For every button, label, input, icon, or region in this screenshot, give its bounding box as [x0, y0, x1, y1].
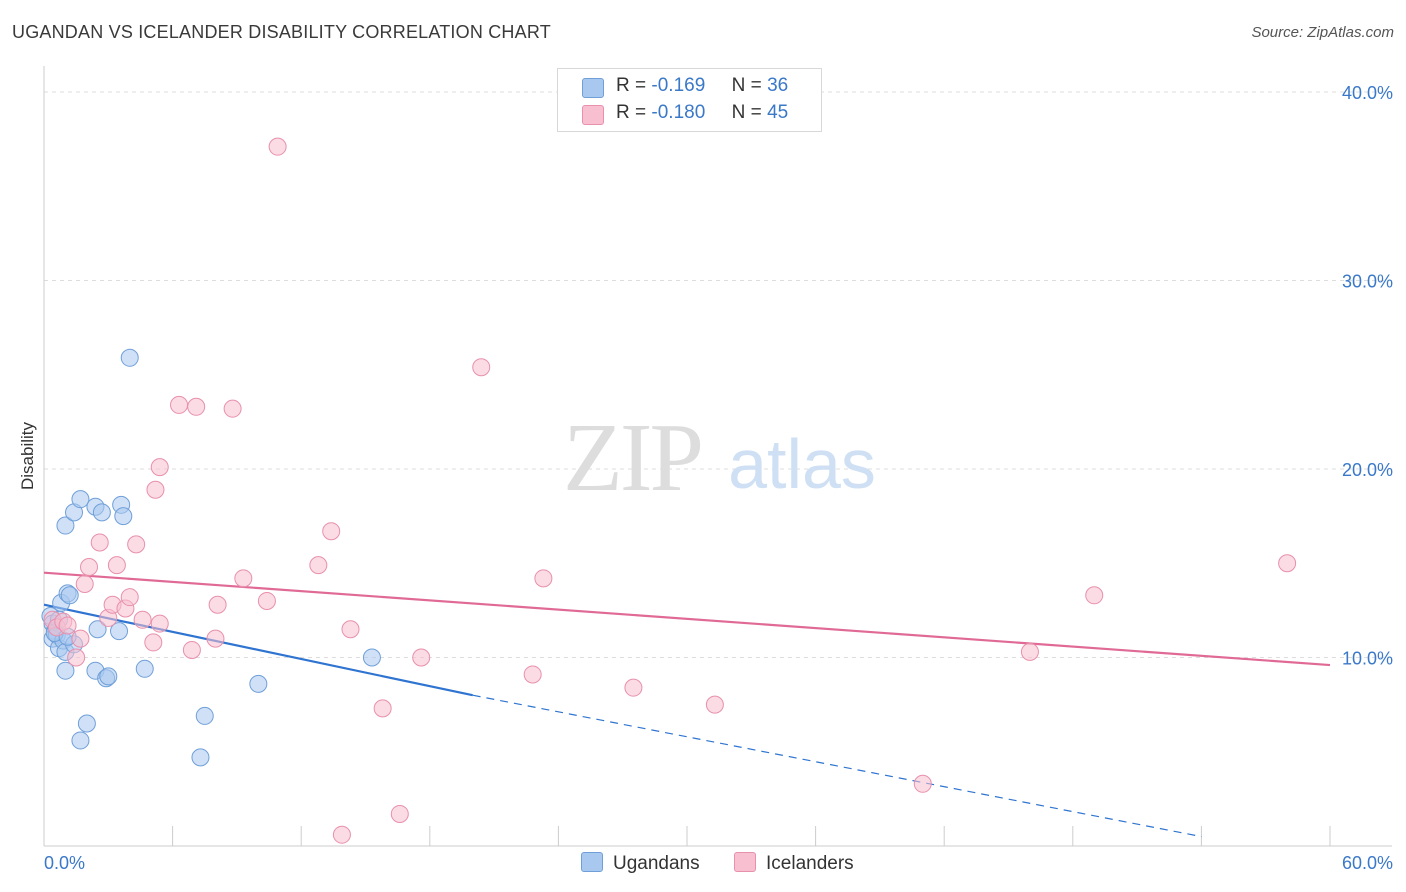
icelanders-point [133, 610, 152, 629]
icelanders-point [523, 665, 542, 684]
icelanders-point [58, 616, 77, 635]
icelanders-point [309, 556, 328, 575]
bottom-legend-icelanders: Icelanders [734, 852, 854, 875]
ugandans-point [56, 516, 75, 535]
x-tick-label-max: 60.0% [1342, 853, 1393, 873]
icelanders-point [90, 533, 109, 552]
icelanders-point [144, 633, 163, 652]
ugandans-swatch [582, 78, 604, 98]
icelanders-point [187, 397, 206, 416]
ugandans-point [120, 348, 139, 367]
ugandans-point [92, 503, 111, 522]
icelanders-legend-swatch [734, 852, 756, 872]
icelanders-point [80, 558, 99, 577]
icelanders-point [182, 640, 201, 659]
ugandans-point [195, 706, 214, 725]
chart-title: UGANDAN VS ICELANDER DISABILITY CORRELAT… [12, 22, 551, 42]
legend-icelanders-n-label: N = [731, 102, 762, 123]
icelanders-point [268, 137, 287, 156]
y-tick-label: 40.0% [1342, 83, 1393, 103]
icelanders-point [150, 458, 169, 477]
stats-legend: R = -0.169 N = 36 R = -0.180 N = 45 [557, 68, 822, 132]
gridlines [44, 91, 1392, 658]
source-label: Source: ZipAtlas.com [1251, 24, 1394, 41]
ugandans-point [362, 648, 381, 667]
ugandans-point [249, 674, 268, 693]
icelanders-point [257, 591, 276, 610]
icelanders-point [170, 395, 189, 414]
legend-ugandans-r-label: R = [616, 75, 647, 96]
icelanders-point [913, 774, 932, 793]
icelanders-point [234, 569, 253, 588]
ugandans-point [191, 748, 210, 767]
ugandans-point [71, 731, 90, 750]
bottom-legend-ugandans: Ugandans [581, 852, 700, 875]
y-axis-label: Disability [18, 421, 37, 490]
x-tick-label-min: 0.0% [44, 853, 85, 873]
icelanders-trend-line [43, 571, 1331, 667]
watermark-zip: ZIP [563, 404, 701, 512]
icelanders-point [390, 804, 409, 823]
ugandans-point [88, 620, 107, 639]
icelanders-point [534, 569, 553, 588]
watermark: ZIP atlas [563, 404, 876, 512]
icelanders-point [67, 648, 86, 667]
icelanders-point [1085, 586, 1104, 605]
axes [43, 66, 1392, 847]
legend-icelanders-n-value: 45 [767, 102, 789, 123]
ugandans-point [77, 714, 96, 733]
ugandans-point [114, 507, 133, 526]
icelanders-point [373, 699, 392, 718]
ugandans-point [110, 622, 129, 641]
legend-ugandans-n-label: N = [731, 75, 762, 96]
icelanders-point [127, 535, 146, 554]
legend-ugandans-r-value: -0.169 [651, 75, 706, 96]
icelanders-point [71, 629, 90, 648]
icelanders-point [341, 620, 360, 639]
icelanders-point [206, 629, 225, 648]
icelanders-point [150, 614, 169, 633]
watermark-atlas: atlas [728, 425, 876, 503]
icelanders-point [208, 595, 227, 614]
icelanders-point [1020, 642, 1039, 661]
icelanders-point [332, 825, 351, 844]
y-tick-label: 30.0% [1342, 272, 1393, 292]
icelanders-point [146, 480, 165, 499]
icelanders-point [1278, 554, 1297, 573]
ugandans-legend-label: Ugandans [613, 853, 700, 874]
ugandans-trend-extension [472, 694, 1202, 838]
legend-icelanders-text: R = -0.180 N = 45 [616, 102, 788, 124]
legend-ugandans-n-value: 36 [767, 75, 789, 96]
icelanders-point [412, 648, 431, 667]
icelanders-point [472, 358, 491, 377]
icelanders-point [75, 574, 94, 593]
legend-icelanders-r-label: R = [616, 102, 647, 123]
ugandans-point [56, 661, 75, 680]
y-tick-label: 10.0% [1342, 649, 1393, 669]
icelanders-legend-label: Icelanders [766, 853, 854, 874]
y-tick-label: 20.0% [1342, 460, 1393, 480]
legend-ugandans-text: R = -0.169 N = 36 [616, 75, 788, 97]
ugandans-point [60, 586, 79, 605]
icelanders-point [322, 522, 341, 541]
icelanders-point [705, 695, 724, 714]
trend-lines [43, 571, 1331, 838]
icelanders-swatch [582, 105, 604, 125]
ugandans-point [71, 490, 90, 509]
icelanders-point [624, 678, 643, 697]
ugandans-points [41, 348, 381, 767]
ugandans-legend-swatch [581, 852, 603, 872]
x-tick-labels: 0.0% 60.0% [44, 853, 1393, 873]
ugandans-point [135, 659, 154, 678]
icelanders-point [223, 399, 242, 418]
icelanders-point [107, 556, 126, 575]
icelanders-point [120, 588, 139, 607]
ugandans-point [99, 667, 118, 686]
legend-icelanders-r-value: -0.180 [651, 102, 706, 123]
y-tick-labels: 10.0% 20.0% 30.0% 40.0% [1342, 83, 1393, 669]
icelanders-points [43, 137, 1297, 844]
